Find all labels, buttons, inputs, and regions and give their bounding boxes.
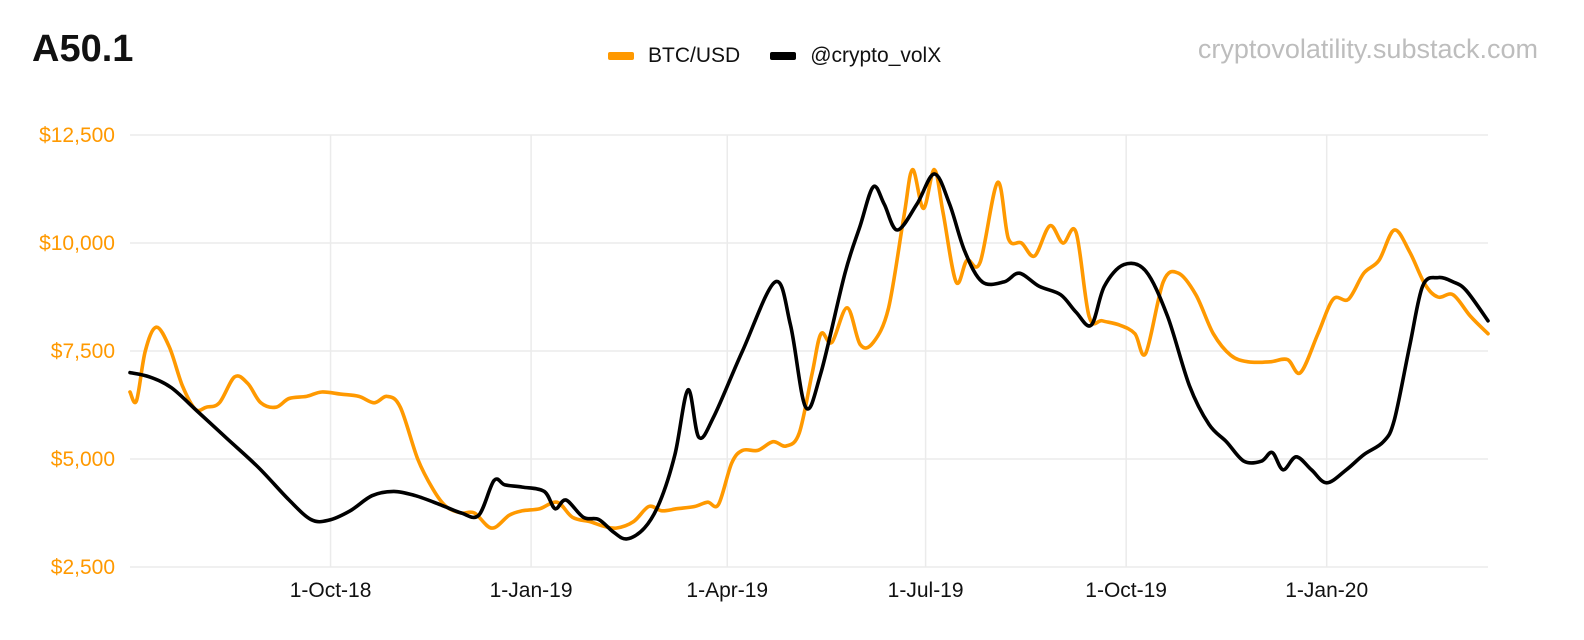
- chart-grid: [130, 134, 1488, 568]
- y-tick-label: $7,500: [51, 340, 115, 363]
- chart-series: [128, 167, 1490, 541]
- y-axis: $2,500 $5,000 $7,500 $10,000 $12,500: [39, 124, 115, 579]
- legend-item-btc[interactable]: BTC/USD: [608, 44, 740, 68]
- x-tick-label: 1-Jul-19: [888, 579, 964, 602]
- legend-swatch-vol: [770, 52, 797, 60]
- x-tick-label: 1-Jan-20: [1285, 579, 1368, 602]
- series-line-btc-usd: [128, 167, 1490, 531]
- y-tick-label: $10,000: [39, 232, 115, 255]
- y-tick-label: $12,500: [39, 124, 115, 147]
- chart-title: A50.1: [32, 28, 134, 70]
- y-tick-label: $5,000: [51, 448, 115, 471]
- legend-item-vol[interactable]: @crypto_volX: [770, 44, 941, 68]
- x-axis: 1-Oct-18 1-Jan-19 1-Apr-19 1-Jul-19 1-Oct-19…: [290, 579, 1368, 602]
- x-tick-label: 1-Oct-18: [290, 579, 372, 602]
- x-tick-label: 1-Jan-19: [490, 579, 573, 602]
- y-tick-label: $2,500: [51, 556, 115, 579]
- series-line-crypto-volx: [128, 172, 1490, 541]
- chart-legend: BTC/USD @crypto_volX: [608, 44, 971, 68]
- x-tick-label: 1-Apr-19: [686, 579, 768, 602]
- source-watermark: cryptovolatility.substack.com: [1197, 34, 1538, 64]
- legend-label-btc: BTC/USD: [648, 44, 741, 67]
- legend-swatch-btc: [608, 52, 634, 60]
- legend-label-vol: @crypto_volX: [810, 44, 942, 67]
- x-tick-label: 1-Oct-19: [1085, 579, 1167, 602]
